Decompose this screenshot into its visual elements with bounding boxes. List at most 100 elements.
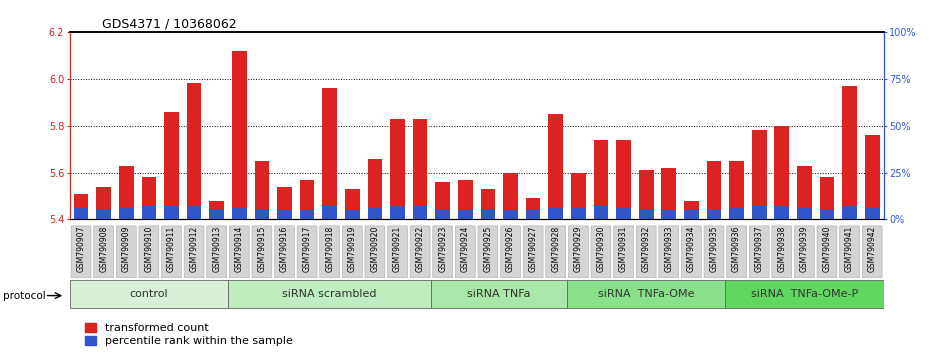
Bar	[435, 210, 450, 219]
Bar	[164, 206, 179, 219]
Text: GSM790932: GSM790932	[642, 225, 651, 272]
Bar	[164, 112, 179, 219]
Bar	[323, 88, 337, 219]
Text: GSM790914: GSM790914	[234, 225, 244, 272]
FancyBboxPatch shape	[230, 226, 249, 278]
FancyBboxPatch shape	[817, 226, 837, 278]
Text: GSM790924: GSM790924	[461, 225, 470, 272]
FancyBboxPatch shape	[682, 226, 701, 278]
Bar	[707, 161, 722, 219]
Bar	[525, 198, 540, 219]
Bar	[751, 206, 766, 219]
Bar	[593, 206, 608, 219]
Bar	[413, 119, 428, 219]
Text: GSM790913: GSM790913	[212, 225, 221, 272]
FancyBboxPatch shape	[320, 226, 339, 278]
Bar	[119, 208, 134, 219]
Text: GSM790935: GSM790935	[710, 225, 719, 272]
Bar	[819, 210, 834, 219]
FancyBboxPatch shape	[546, 226, 565, 278]
Text: GSM790934: GSM790934	[687, 225, 696, 272]
Text: GSM790931: GSM790931	[619, 225, 628, 272]
Bar	[458, 210, 472, 219]
Bar	[323, 206, 337, 219]
Bar	[232, 51, 246, 219]
Text: GSM790912: GSM790912	[190, 225, 199, 272]
FancyBboxPatch shape	[568, 226, 589, 278]
Bar	[73, 194, 88, 219]
Text: GSM790917: GSM790917	[302, 225, 312, 272]
Bar	[209, 201, 224, 219]
Text: GSM790908: GSM790908	[100, 225, 108, 272]
Bar	[843, 86, 857, 219]
Bar	[345, 189, 360, 219]
Bar	[797, 208, 812, 219]
Bar	[661, 168, 676, 219]
Bar	[413, 206, 428, 219]
Bar	[843, 206, 857, 219]
Text: GSM790915: GSM790915	[258, 225, 266, 272]
Bar	[865, 208, 880, 219]
Bar	[617, 208, 631, 219]
FancyBboxPatch shape	[432, 226, 453, 278]
Text: GSM790927: GSM790927	[528, 225, 538, 272]
Bar	[571, 208, 586, 219]
Bar	[729, 208, 744, 219]
FancyBboxPatch shape	[365, 226, 385, 278]
Text: GSM790938: GSM790938	[777, 225, 786, 272]
FancyBboxPatch shape	[862, 226, 883, 278]
Text: GSM790941: GSM790941	[845, 225, 854, 272]
FancyBboxPatch shape	[772, 226, 791, 278]
Bar	[567, 280, 725, 308]
Bar	[639, 210, 654, 219]
Bar	[571, 173, 586, 219]
Bar	[751, 130, 766, 219]
Bar	[232, 208, 246, 219]
Text: GSM790918: GSM790918	[326, 225, 334, 272]
Bar	[187, 206, 202, 219]
Bar	[432, 280, 567, 308]
FancyBboxPatch shape	[478, 226, 498, 278]
FancyBboxPatch shape	[636, 226, 656, 278]
Bar	[797, 166, 812, 219]
Text: siRNA scrambled: siRNA scrambled	[283, 289, 377, 299]
FancyBboxPatch shape	[750, 226, 769, 278]
FancyBboxPatch shape	[298, 226, 317, 278]
Text: protocol: protocol	[3, 291, 46, 301]
Bar	[775, 126, 790, 219]
Bar	[228, 280, 432, 308]
Text: GSM790919: GSM790919	[348, 225, 357, 272]
Bar	[435, 182, 450, 219]
Bar	[97, 210, 111, 219]
Text: control: control	[129, 289, 168, 299]
Bar	[255, 161, 269, 219]
Text: GSM790939: GSM790939	[800, 225, 809, 272]
FancyBboxPatch shape	[410, 226, 430, 278]
FancyBboxPatch shape	[658, 226, 679, 278]
FancyBboxPatch shape	[456, 226, 475, 278]
Legend: transformed count, percentile rank within the sample: transformed count, percentile rank withi…	[85, 323, 292, 346]
FancyBboxPatch shape	[342, 226, 363, 278]
Text: GDS4371 / 10368062: GDS4371 / 10368062	[102, 18, 237, 31]
Bar	[503, 173, 518, 219]
Bar	[684, 201, 698, 219]
Bar	[277, 210, 292, 219]
Text: GSM790940: GSM790940	[822, 225, 831, 272]
Text: GSM790936: GSM790936	[732, 225, 741, 272]
Text: GSM790929: GSM790929	[574, 225, 583, 272]
FancyBboxPatch shape	[206, 226, 227, 278]
FancyBboxPatch shape	[840, 226, 859, 278]
Bar	[865, 135, 880, 219]
Text: GSM790916: GSM790916	[280, 225, 289, 272]
Bar	[481, 189, 496, 219]
Text: GSM790925: GSM790925	[484, 225, 492, 272]
FancyBboxPatch shape	[252, 226, 272, 278]
Bar	[73, 208, 88, 219]
FancyBboxPatch shape	[500, 226, 521, 278]
Text: GSM790933: GSM790933	[664, 225, 673, 272]
FancyBboxPatch shape	[794, 226, 815, 278]
FancyBboxPatch shape	[71, 226, 91, 278]
FancyBboxPatch shape	[116, 226, 136, 278]
Text: GSM790922: GSM790922	[416, 225, 425, 272]
FancyBboxPatch shape	[726, 226, 747, 278]
